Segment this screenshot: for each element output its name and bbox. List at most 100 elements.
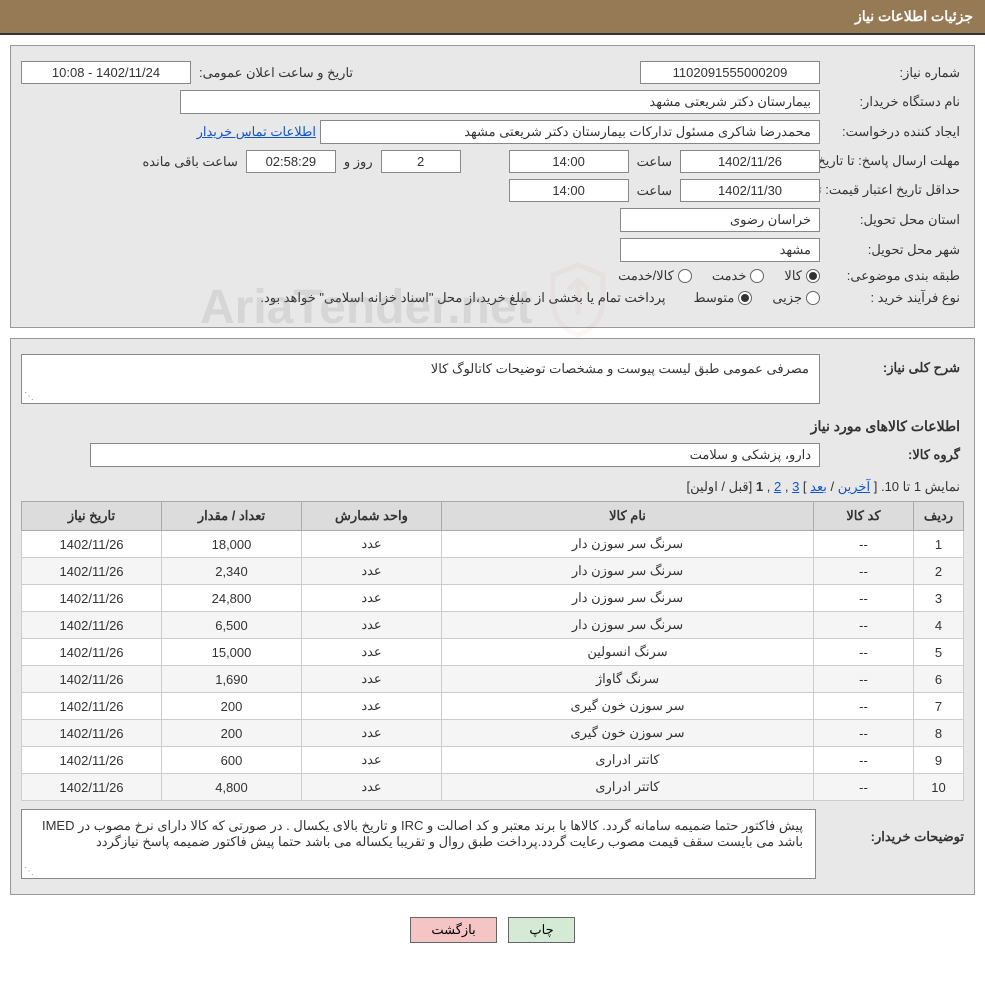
cell-n: 9 [914, 747, 964, 774]
cell-n: 6 [914, 666, 964, 693]
table-row: 9--کاتتر ادراریعدد6001402/11/26 [22, 747, 964, 774]
cell-unit: عدد [302, 720, 442, 747]
page-3[interactable]: 3 [792, 479, 799, 494]
row-city: شهر محل تحویل: مشهد [21, 238, 964, 262]
cell-qty: 600 [162, 747, 302, 774]
th-unit: واحد شمارش [302, 502, 442, 531]
cell-unit: عدد [302, 693, 442, 720]
validity-time: 14:00 [509, 179, 629, 202]
cell-qty: 18,000 [162, 531, 302, 558]
cell-unit: عدد [302, 585, 442, 612]
validity-date: 1402/11/30 [680, 179, 820, 202]
pagination-next[interactable]: بعد [810, 479, 827, 494]
row-buyer-desc: توضیحات خریدار: پیش فاکتور حتما ضمیمه سا… [21, 801, 964, 879]
table-row: 2--سرنگ سر سوزن دارعدد2,3401402/11/26 [22, 558, 964, 585]
resize-handle-icon-2[interactable] [24, 866, 34, 876]
row-need-number: شماره نیاز: 1102091555000209 تاریخ و ساع… [21, 61, 964, 84]
cell-code: -- [814, 585, 914, 612]
cell-name: سرنگ سر سوزن دار [442, 585, 814, 612]
cell-name: سر سوزن خون گیری [442, 693, 814, 720]
cell-n: 4 [914, 612, 964, 639]
cell-unit: عدد [302, 774, 442, 801]
cell-date: 1402/11/26 [22, 666, 162, 693]
radio-partial-label: جزیی [772, 290, 802, 306]
radio-service[interactable]: خدمت [712, 268, 765, 284]
need-number-value: 1102091555000209 [640, 61, 820, 84]
cell-qty: 4,800 [162, 774, 302, 801]
print-button[interactable]: چاپ [508, 917, 574, 943]
cell-n: 5 [914, 639, 964, 666]
cell-date: 1402/11/26 [22, 558, 162, 585]
cell-code: -- [814, 747, 914, 774]
province-value: خراسان رضوی [620, 208, 820, 232]
resize-handle-icon[interactable] [24, 391, 34, 401]
cell-qty: 15,000 [162, 639, 302, 666]
table-row: 3--سرنگ سر سوزن دارعدد24,8001402/11/26 [22, 585, 964, 612]
goods-table: ردیف کد کالا نام کالا واحد شمارش تعداد /… [21, 501, 964, 801]
need-desc-text: مصرفی عمومی طبق لیست پیوست و مشخصات توضی… [431, 361, 809, 376]
cell-n: 10 [914, 774, 964, 801]
need-number-label: شماره نیاز: [824, 65, 964, 81]
cell-n: 8 [914, 720, 964, 747]
cell-n: 7 [914, 693, 964, 720]
requester-value: محمدرضا شاکری مسئول تدارکات بیمارستان دک… [320, 120, 820, 144]
province-label: استان محل تحویل: [824, 212, 964, 228]
cell-n: 3 [914, 585, 964, 612]
buyer-desc-box: پیش فاکتور حتما ضمیمه سامانه گردد. کالاه… [21, 809, 816, 879]
pagination-prefix: نمایش 1 تا 10. [881, 479, 960, 494]
table-row: 10--کاتتر ادراریعدد4,8001402/11/26 [22, 774, 964, 801]
group-value: دارو، پزشکی و سلامت [90, 443, 820, 467]
page-header: جزئیات اطلاعات نیاز [0, 0, 985, 35]
cell-n: 2 [914, 558, 964, 585]
cell-date: 1402/11/26 [22, 639, 162, 666]
radio-partial[interactable]: جزیی [772, 290, 820, 306]
need-desc-box: مصرفی عمومی طبق لیست پیوست و مشخصات توضی… [21, 354, 820, 404]
cell-code: -- [814, 693, 914, 720]
purchase-type-radio-group: جزیی متوسط [693, 290, 820, 306]
table-row: 1--سرنگ سر سوزن دارعدد18,0001402/11/26 [22, 531, 964, 558]
radio-goods-icon [806, 269, 820, 283]
cell-qty: 200 [162, 720, 302, 747]
cell-qty: 2,340 [162, 558, 302, 585]
back-button[interactable]: بازگشت [410, 917, 496, 943]
remaining-label: ساعت باقی مانده [138, 154, 241, 170]
radio-goods-service[interactable]: کالا/خدمت [618, 268, 692, 284]
city-label: شهر محل تحویل: [824, 242, 964, 258]
cell-date: 1402/11/26 [22, 531, 162, 558]
cell-code: -- [814, 558, 914, 585]
cell-date: 1402/11/26 [22, 774, 162, 801]
cell-unit: عدد [302, 666, 442, 693]
th-row: ردیف [914, 502, 964, 531]
radio-medium-label: متوسط [693, 290, 734, 306]
pagination-last[interactable]: آخرین [838, 479, 870, 494]
table-row: 6--سرنگ گاواژعدد1,6901402/11/26 [22, 666, 964, 693]
buyer-contact-link[interactable]: اطلاعات تماس خریدار [197, 124, 316, 140]
cell-name: کاتتر ادراری [442, 774, 814, 801]
details-panel: شماره نیاز: 1102091555000209 تاریخ و ساع… [10, 45, 975, 328]
purchase-type-label: نوع فرآیند خرید : [824, 290, 964, 306]
announce-label: تاریخ و ساعت اعلان عمومی: [195, 65, 357, 81]
deadline-time: 14:00 [509, 150, 629, 173]
button-row: چاپ بازگشت [0, 905, 985, 963]
category-label: طبقه بندی موضوعی: [824, 268, 964, 284]
cell-qty: 1,690 [162, 666, 302, 693]
purchase-note: پرداخت تمام یا بخشی از مبلغ خرید،از محل … [256, 290, 669, 306]
group-label: گروه کالا: [824, 447, 964, 463]
cell-name: کاتتر ادراری [442, 747, 814, 774]
time-label-1: ساعت [633, 154, 676, 170]
goods-panel: شرح کلی نیاز: مصرفی عمومی طبق لیست پیوست… [10, 338, 975, 895]
cell-date: 1402/11/26 [22, 747, 162, 774]
countdown: 02:58:29 [246, 150, 336, 173]
row-buyer-org: نام دستگاه خریدار: بیمارستان دکتر شریعتی… [21, 90, 964, 114]
city-value: مشهد [620, 238, 820, 262]
row-need-desc: شرح کلی نیاز: مصرفی عمومی طبق لیست پیوست… [21, 354, 964, 404]
radio-medium[interactable]: متوسط [693, 290, 752, 306]
cell-code: -- [814, 612, 914, 639]
cell-unit: عدد [302, 747, 442, 774]
announce-value: 1402/11/24 - 10:08 [21, 61, 191, 84]
table-row: 4--سرنگ سر سوزن دارعدد6,5001402/11/26 [22, 612, 964, 639]
cell-date: 1402/11/26 [22, 720, 162, 747]
radio-goods-service-label: کالا/خدمت [618, 268, 674, 284]
cell-code: -- [814, 774, 914, 801]
radio-goods[interactable]: کالا [784, 268, 820, 284]
